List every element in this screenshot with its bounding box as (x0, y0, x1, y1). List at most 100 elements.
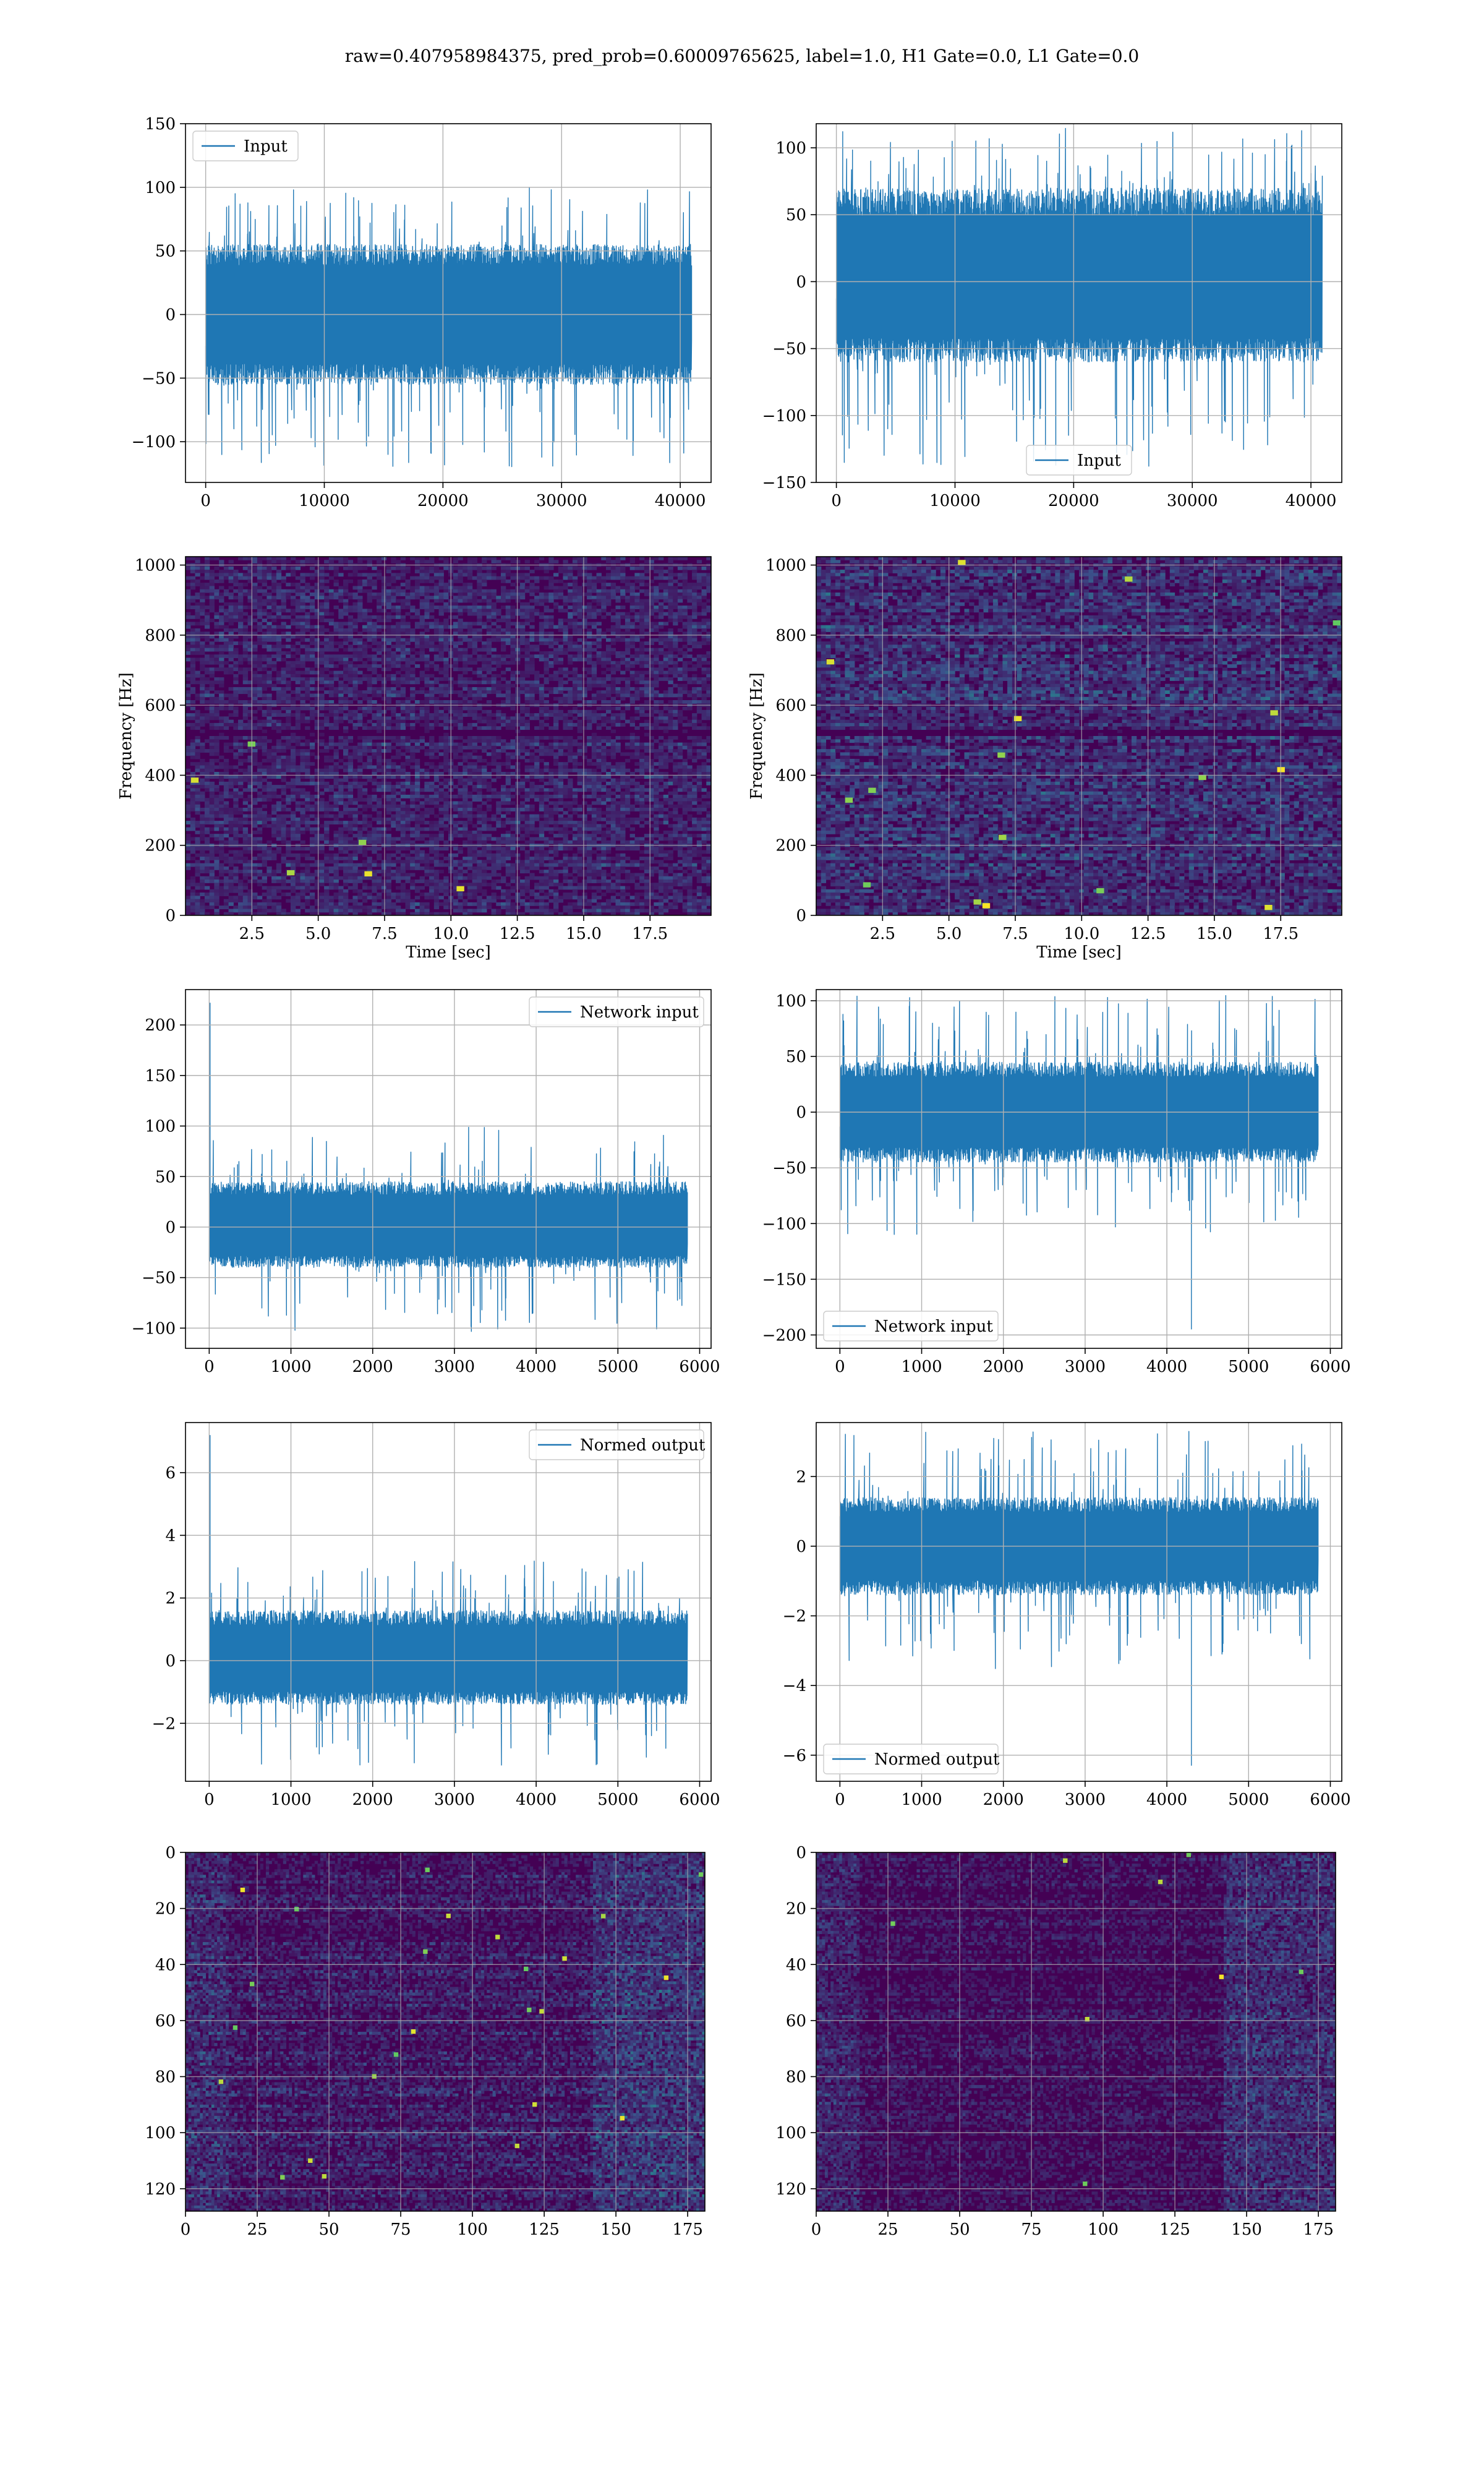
heatmap-cell (477, 638, 482, 642)
heatmap-cell (357, 648, 363, 652)
heatmap-cell (577, 586, 582, 590)
heatmap-cell (606, 560, 612, 564)
heatmap-cell (429, 638, 435, 642)
heatmap-cell (467, 641, 473, 645)
heatmap-cell (414, 719, 420, 724)
heatmap-cell (386, 651, 391, 655)
heatmap-cell (286, 635, 291, 639)
heatmap-cell (228, 700, 234, 704)
heatmap-cell (568, 654, 573, 659)
heatmap-cell (582, 618, 587, 623)
heatmap-cell (663, 765, 669, 769)
heatmap-cell (433, 664, 440, 668)
heatmap-cell (548, 709, 554, 714)
heatmap-cell (204, 765, 210, 769)
heatmap-cell (673, 755, 678, 760)
heatmap-cell (644, 749, 650, 753)
heatmap-cell (596, 641, 602, 645)
heatmap-cell (372, 765, 377, 769)
heatmap-cell (519, 622, 526, 626)
heatmap-cell (300, 775, 305, 779)
heatmap-cell (496, 709, 501, 714)
heatmap-cell (696, 583, 702, 587)
heatmap-cell (443, 742, 449, 747)
heatmap-cell (458, 719, 463, 724)
heatmap-cell (190, 674, 196, 678)
heatmap-cell (568, 736, 573, 740)
heatmap-cell (668, 557, 673, 560)
heatmap-cell (582, 690, 587, 695)
heatmap-cell (252, 696, 258, 701)
heatmap-cell (682, 661, 688, 665)
heatmap-cell (677, 716, 683, 721)
heatmap-cell (242, 667, 249, 672)
heatmap-cell (505, 762, 511, 766)
heatmap-cell (706, 609, 711, 613)
heatmap-cell (204, 576, 210, 580)
heatmap-cell (190, 680, 196, 685)
heatmap-cell (501, 589, 506, 593)
heatmap-cell (238, 583, 244, 587)
heatmap-cell (228, 641, 234, 645)
heatmap-cell (267, 570, 272, 573)
heatmap-cell (696, 596, 702, 600)
heatmap-cell (596, 690, 602, 695)
heatmap-cell (410, 696, 416, 701)
heatmap-cell (563, 573, 568, 577)
heatmap-cell (223, 765, 229, 769)
heatmap-cell (553, 726, 559, 730)
heatmap-cell (324, 700, 330, 704)
heatmap-cell (539, 651, 545, 655)
heatmap-cell (257, 745, 263, 750)
heatmap-cell (649, 648, 654, 652)
heatmap-cell (238, 775, 244, 779)
heatmap-cell (659, 742, 664, 747)
heatmap-cell (281, 674, 286, 678)
heatmap-cell (453, 596, 459, 600)
heatmap-cell (190, 700, 196, 704)
plot-area (186, 124, 711, 482)
heatmap-cell (257, 674, 263, 678)
heatmap-cell (582, 749, 587, 753)
heatmap-cell (625, 687, 631, 691)
heatmap-cell (319, 674, 325, 678)
heatmap-cell (396, 736, 401, 740)
heatmap-cell (591, 749, 597, 753)
heatmap-cell (228, 579, 234, 583)
heatmap-cell (644, 762, 650, 766)
heatmap-cell (510, 622, 516, 626)
heatmap-cell (186, 606, 191, 609)
heatmap-cell (572, 566, 578, 570)
heatmap-cell (314, 700, 320, 704)
heatmap-cell (414, 716, 420, 721)
heatmap-cell (372, 670, 377, 675)
heatmap-cell (242, 742, 249, 747)
heatmap-cell (200, 687, 205, 691)
heatmap-cell (214, 573, 220, 577)
heatmap-cell (596, 739, 602, 743)
heatmap-cell (429, 648, 435, 652)
heatmap-cell (515, 677, 521, 681)
heatmap-cell (305, 670, 310, 675)
heatmap-cell (696, 693, 702, 698)
heatmap-cell (238, 599, 244, 603)
heatmap-cell (276, 775, 282, 779)
heatmap-cell (209, 680, 215, 685)
heatmap-cell (391, 625, 396, 629)
heatmap-cell (348, 670, 354, 675)
heatmap-cell (190, 648, 196, 652)
heatmap-cell (438, 596, 444, 600)
heatmap-cell (620, 696, 626, 701)
heatmap-cell (496, 726, 501, 730)
heatmap-cell (343, 687, 349, 691)
heatmap-cell (200, 635, 205, 639)
heatmap-cell (701, 772, 707, 776)
heatmap-cell (529, 657, 535, 662)
heatmap-cell (410, 755, 416, 760)
heatmap-cell (319, 667, 325, 672)
heatmap-cell (610, 677, 616, 681)
heatmap-cell (544, 599, 549, 603)
heatmap-cell (195, 670, 200, 675)
heatmap-cell (314, 593, 320, 596)
heatmap-cell (519, 677, 526, 681)
